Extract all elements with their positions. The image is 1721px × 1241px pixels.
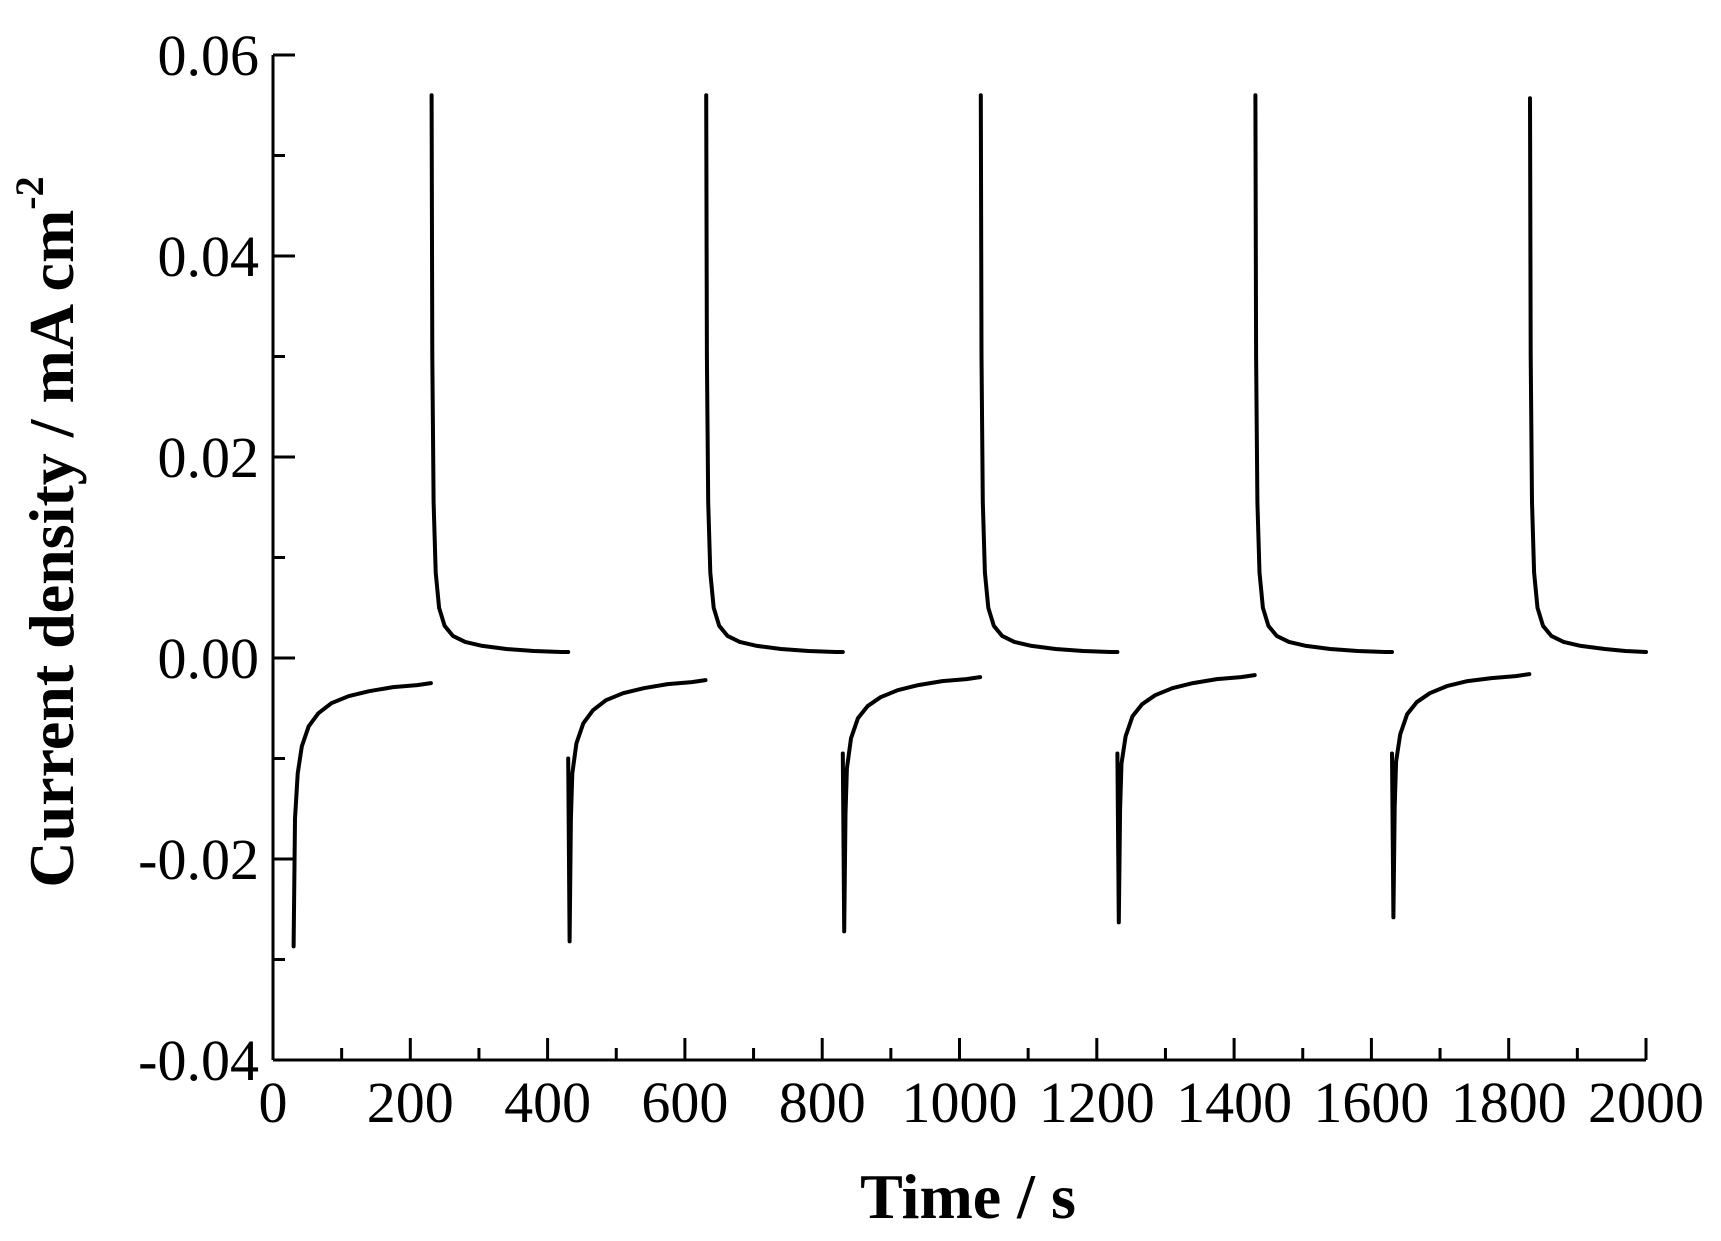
- y-axis-tick-labels: -0.04 -0.02 0.00 0.02 0.04 0.06: [138, 23, 259, 1093]
- x-tick-label: 1800: [1451, 1070, 1567, 1135]
- x-tick-label: 1600: [1313, 1070, 1429, 1135]
- current-trace-segment-3: [566, 678, 708, 944]
- y-axis-title-main: Current density / mA cm: [16, 210, 87, 888]
- y-axis-title: Current density / mA cm-2: [7, 176, 87, 887]
- x-tick-label: 2000: [1588, 1070, 1704, 1135]
- x-tick-label: 1200: [1039, 1070, 1155, 1135]
- current-trace-segment-2: [429, 93, 571, 654]
- y-tick-label: 0.02: [158, 425, 260, 490]
- current-trace-segment-8: [1253, 93, 1394, 654]
- x-tick-label: 0: [259, 1070, 288, 1135]
- y-axis-title-superscript: -2: [7, 176, 52, 209]
- x-axis-title: Time / s: [860, 1161, 1076, 1232]
- y-tick-label: -0.04: [138, 1028, 259, 1093]
- y-tick-label: -0.02: [138, 827, 259, 892]
- current-trace-segment-7: [1115, 673, 1257, 925]
- x-tick-label: 400: [504, 1070, 591, 1135]
- y-tick-label: 0.04: [158, 224, 260, 289]
- x-tick-label: 1000: [902, 1070, 1018, 1135]
- y-axis-ticks: [273, 53, 295, 1062]
- x-tick-label: 800: [779, 1070, 866, 1135]
- x-tick-label: 200: [367, 1070, 454, 1135]
- x-axis-ticks: [271, 1038, 1648, 1060]
- x-axis-tick-labels: 0 200 400 600 800 1000 1200 1400 1600 1800 2000: [259, 1070, 1705, 1135]
- y-tick-label: 0.06: [158, 23, 260, 88]
- current-trace-segment-10: [1528, 96, 1648, 654]
- current-trace-segment-4: [704, 93, 845, 654]
- x-tick-label: 600: [641, 1070, 728, 1135]
- plot-area: [291, 93, 1648, 949]
- current-trace-segment-1: [291, 681, 433, 949]
- current-trace-segment-9: [1390, 672, 1532, 920]
- current-trace-segment-5: [840, 675, 983, 934]
- y-tick-label: 0.00: [158, 626, 260, 691]
- x-tick-label: 1400: [1176, 1070, 1292, 1135]
- current-trace-segment-6: [978, 93, 1120, 654]
